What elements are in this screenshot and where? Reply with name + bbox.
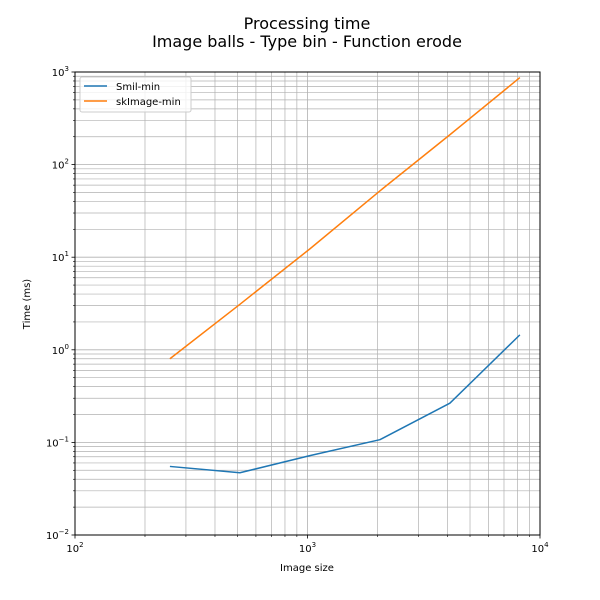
x-tick-label: 103 [299, 541, 316, 555]
y-tick-label: 103 [52, 65, 69, 79]
chart-title: Processing time [244, 14, 371, 33]
y-axis-label: Time (ms) [22, 279, 33, 331]
y-tick-label: 10−2 [46, 528, 69, 542]
y-tick-label: 102 [52, 158, 69, 172]
series-lines [169, 77, 521, 474]
legend-box [79, 76, 192, 113]
chart-subtitle: Image balls - Type bin - Function erode [152, 32, 462, 51]
series-line-skimage-min [169, 77, 521, 360]
grid-lines [74, 72, 540, 536]
legend: Smil-min skImage-min [79, 76, 192, 113]
x-axis-label: Image size [280, 563, 334, 574]
x-tick-label: 104 [531, 541, 549, 555]
axis-ticks: 102 103 104 10−2 10−1 100 101 102 103 [46, 65, 549, 555]
legend-label-smil: Smil-min [116, 82, 160, 93]
y-tick-label: 10−1 [46, 435, 69, 449]
x-tick-label: 102 [66, 541, 83, 555]
series-line-smil-min [169, 334, 521, 474]
legend-label-skimage: skImage-min [116, 97, 181, 108]
y-tick-label: 100 [52, 343, 69, 357]
y-tick-label: 101 [52, 250, 69, 264]
